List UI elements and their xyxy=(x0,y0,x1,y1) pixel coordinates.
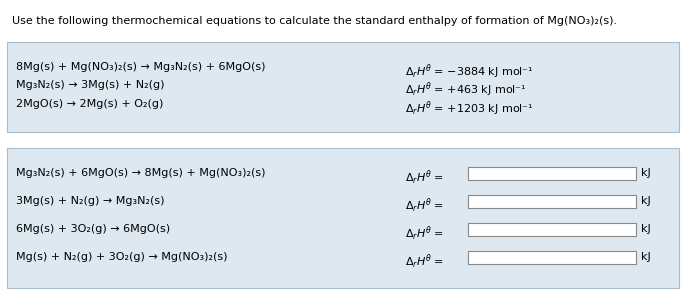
Bar xyxy=(468,195,636,208)
Text: $\Delta_r H^\theta$ =: $\Delta_r H^\theta$ = xyxy=(405,197,444,215)
Bar xyxy=(468,167,636,180)
Text: kJ: kJ xyxy=(641,252,651,262)
Text: kJ: kJ xyxy=(641,224,651,234)
Text: Use the following thermochemical equations to calculate the standard enthalpy of: Use the following thermochemical equatio… xyxy=(12,16,617,26)
Text: $\Delta_r H^\theta$ = +1203 kJ mol⁻¹: $\Delta_r H^\theta$ = +1203 kJ mol⁻¹ xyxy=(405,99,534,118)
Text: $\Delta_r H^\theta$ = −3884 kJ mol⁻¹: $\Delta_r H^\theta$ = −3884 kJ mol⁻¹ xyxy=(405,62,534,80)
Text: $\Delta_r H^\theta$ =: $\Delta_r H^\theta$ = xyxy=(405,169,444,187)
Text: 6Mg(s) + 3O₂(g) → 6MgO(s): 6Mg(s) + 3O₂(g) → 6MgO(s) xyxy=(16,224,170,234)
Bar xyxy=(7,148,679,288)
Text: Mg₃N₂(s) + 6MgO(s) → 8Mg(s) + Mg(NO₃)₂(s): Mg₃N₂(s) + 6MgO(s) → 8Mg(s) + Mg(NO₃)₂(s… xyxy=(16,168,265,178)
Bar xyxy=(7,42,679,132)
Text: $\Delta_r H^\theta$ =: $\Delta_r H^\theta$ = xyxy=(405,253,444,271)
Text: 3Mg(s) + N₂(g) → Mg₃N₂(s): 3Mg(s) + N₂(g) → Mg₃N₂(s) xyxy=(16,196,165,206)
Text: Mg₃N₂(s) → 3Mg(s) + N₂(g): Mg₃N₂(s) → 3Mg(s) + N₂(g) xyxy=(16,80,165,90)
Text: Mg(s) + N₂(g) + 3O₂(g) → Mg(NO₃)₂(s): Mg(s) + N₂(g) + 3O₂(g) → Mg(NO₃)₂(s) xyxy=(16,252,228,262)
Text: kJ: kJ xyxy=(641,168,651,178)
Bar xyxy=(468,251,636,264)
Text: 8Mg(s) + Mg(NO₃)₂(s) → Mg₃N₂(s) + 6MgO(s): 8Mg(s) + Mg(NO₃)₂(s) → Mg₃N₂(s) + 6MgO(s… xyxy=(16,62,265,72)
Text: $\Delta_r H^\theta$ =: $\Delta_r H^\theta$ = xyxy=(405,225,444,244)
Text: $\Delta_r H^\theta$ = +463 kJ mol⁻¹: $\Delta_r H^\theta$ = +463 kJ mol⁻¹ xyxy=(405,80,527,99)
Text: 2MgO(s) → 2Mg(s) + O₂(g): 2MgO(s) → 2Mg(s) + O₂(g) xyxy=(16,99,163,109)
Bar xyxy=(468,223,636,236)
Text: kJ: kJ xyxy=(641,196,651,206)
